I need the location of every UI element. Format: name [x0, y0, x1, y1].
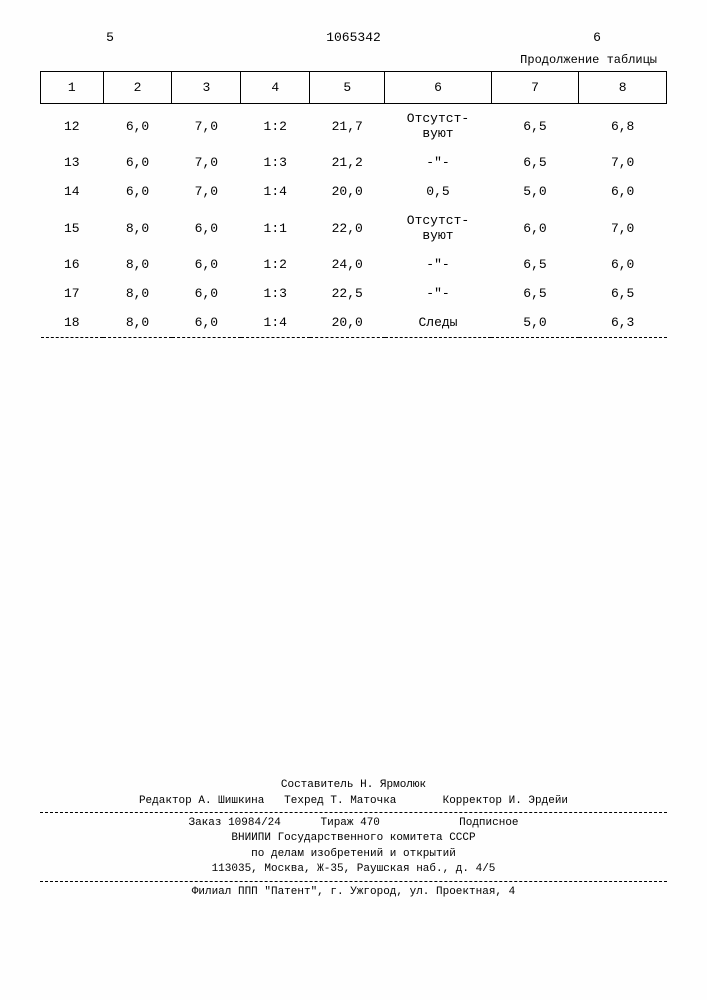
table-header-cell: 5 [310, 72, 385, 104]
table-cell: 6,0 [172, 308, 241, 338]
table-header-row: 12345678 [41, 72, 667, 104]
continuation-label: Продолжение таблицы [40, 53, 657, 67]
table-row: 146,07,01:420,00,55,06,0 [41, 177, 667, 206]
table-cell: 6,8 [579, 104, 667, 149]
page-col-left: 5 [60, 30, 160, 45]
branch-line: Филиал ППП "Патент", г. Ужгород, ул. Про… [40, 885, 667, 900]
table-cell: 6,3 [579, 308, 667, 338]
table-cell: 7,0 [579, 206, 667, 250]
document-page: 5 1065342 6 Продолжение таблицы 12345678… [0, 0, 707, 383]
table-row: 188,06,01:420,0Следы5,06,3 [41, 308, 667, 338]
table-cell: 6,5 [579, 279, 667, 308]
table-cell: 1:4 [241, 308, 310, 338]
table-cell: 20,0 [310, 308, 385, 338]
table-cell: 6,0 [172, 279, 241, 308]
table-cell: 7,0 [172, 104, 241, 149]
table-cell: 13 [41, 148, 104, 177]
table-cell: 0,5 [385, 177, 491, 206]
table-cell: 22,5 [310, 279, 385, 308]
table-cell: 24,0 [310, 250, 385, 279]
table-cell: 8,0 [103, 250, 172, 279]
table-cell: 22,0 [310, 206, 385, 250]
table-cell: 6,0 [103, 104, 172, 149]
order-line: Заказ 10984/24 Тираж 470 Подписное [40, 816, 667, 831]
table-cell: 8,0 [103, 206, 172, 250]
table-row: 168,06,01:224,0-"-6,56,0 [41, 250, 667, 279]
table-cell: 6,5 [491, 104, 579, 149]
editor-line: Редактор А. Шишкина Техред Т. Маточка Ко… [40, 794, 667, 809]
table-cell: 17 [41, 279, 104, 308]
table-cell: Отсутст- вуют [385, 206, 491, 250]
table-cell: 14 [41, 177, 104, 206]
table-cell: 5,0 [491, 308, 579, 338]
table-cell: 16 [41, 250, 104, 279]
table-header-cell: 2 [103, 72, 172, 104]
table-cell: 21,7 [310, 104, 385, 149]
table-cell: 6,0 [491, 206, 579, 250]
table-cell: 7,0 [172, 177, 241, 206]
table-cell: 7,0 [579, 148, 667, 177]
table-row: 126,07,01:221,7Отсутст- вуют6,56,8 [41, 104, 667, 149]
table-cell: 21,2 [310, 148, 385, 177]
table-cell: 6,0 [103, 177, 172, 206]
table-cell: -"- [385, 250, 491, 279]
table-cell: 5,0 [491, 177, 579, 206]
table-cell: 6,0 [103, 148, 172, 177]
table-header-cell: 1 [41, 72, 104, 104]
table-cell: 1:2 [241, 250, 310, 279]
table-cell: Следы [385, 308, 491, 338]
table-cell: -"- [385, 148, 491, 177]
table-cell: 18 [41, 308, 104, 338]
table-cell: 1:3 [241, 148, 310, 177]
table-cell: 1:4 [241, 177, 310, 206]
table-cell: Отсутст- вуют [385, 104, 491, 149]
table-header-cell: 4 [241, 72, 310, 104]
table-cell: 6,0 [579, 177, 667, 206]
table-cell: 1:3 [241, 279, 310, 308]
table-row: 158,06,01:122,0Отсутст- вуют6,07,0 [41, 206, 667, 250]
page-col-right: 6 [547, 30, 647, 45]
address-line: 113035, Москва, Ж-35, Раушская наб., д. … [40, 862, 667, 877]
data-table: 12345678 126,07,01:221,7Отсутст- вуют6,5… [40, 71, 667, 353]
table-cell: 8,0 [103, 279, 172, 308]
dash-separator [40, 881, 667, 882]
table-end-separator [41, 338, 667, 354]
table-cell: 6,0 [579, 250, 667, 279]
table-header-cell: 7 [491, 72, 579, 104]
table-cell: 6,0 [172, 250, 241, 279]
table-cell: 6,0 [172, 206, 241, 250]
table-cell: 1:2 [241, 104, 310, 149]
table-header-cell: 3 [172, 72, 241, 104]
table-cell: 12 [41, 104, 104, 149]
table-cell: 7,0 [172, 148, 241, 177]
table-cell: 8,0 [103, 308, 172, 338]
page-header: 5 1065342 6 [40, 30, 667, 45]
table-cell: -"- [385, 279, 491, 308]
table-cell: 20,0 [310, 177, 385, 206]
table-header-cell: 8 [579, 72, 667, 104]
table-header-cell: 6 [385, 72, 491, 104]
imprint-footer: Составитель Н. Ярмолюк Редактор А. Шишки… [40, 778, 667, 900]
table-cell: 15 [41, 206, 104, 250]
table-row: 178,06,01:322,5-"-6,56,5 [41, 279, 667, 308]
table-cell: 1:1 [241, 206, 310, 250]
org-line-1: ВНИИПИ Государственного комитета СССР [40, 831, 667, 846]
document-number: 1065342 [160, 30, 547, 45]
table-cell: 6,5 [491, 148, 579, 177]
compiler-line: Составитель Н. Ярмолюк [40, 778, 667, 793]
org-line-2: по делам изобретений и открытий [40, 847, 667, 862]
table-body: 126,07,01:221,7Отсутст- вуют6,56,8136,07… [41, 104, 667, 354]
table-row: 136,07,01:321,2-"-6,57,0 [41, 148, 667, 177]
table-cell: 6,5 [491, 279, 579, 308]
dash-separator [40, 812, 667, 813]
table-cell: 6,5 [491, 250, 579, 279]
